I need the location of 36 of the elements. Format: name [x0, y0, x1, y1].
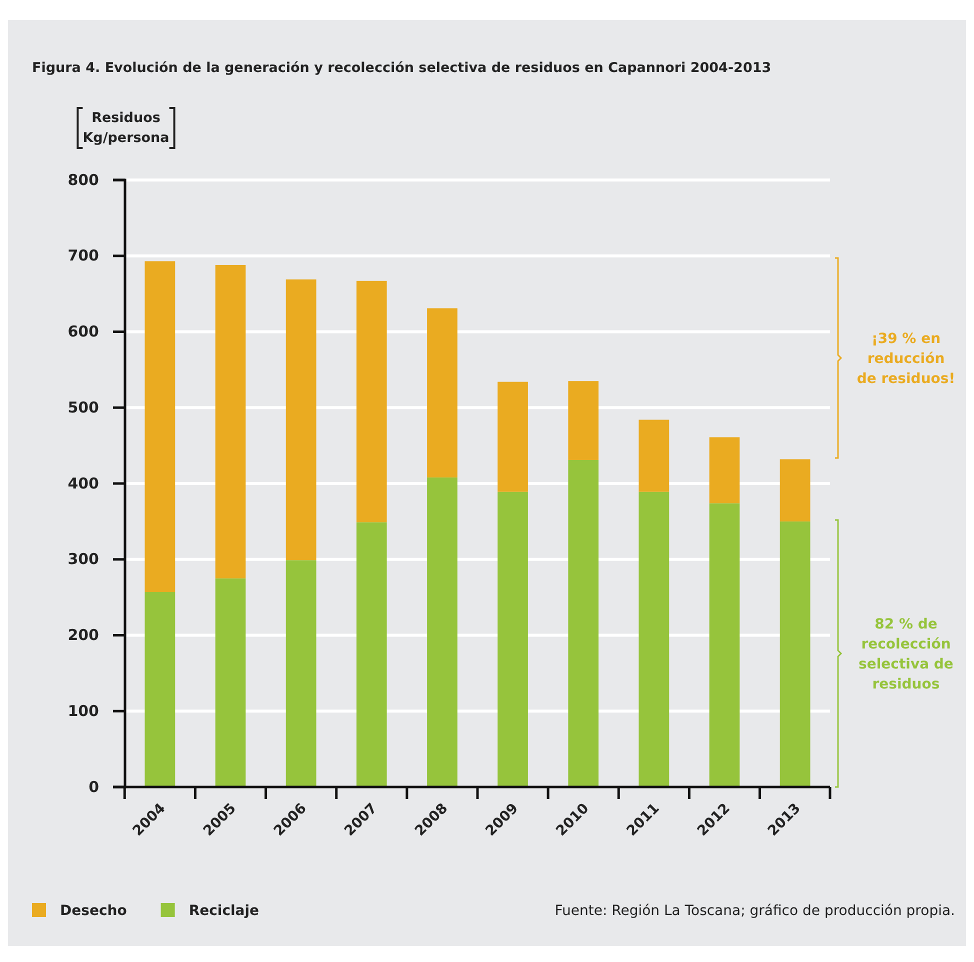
bar — [638, 420, 670, 492]
y-tick-label: 600 — [68, 322, 99, 341]
y-tick-label: 300 — [68, 550, 99, 568]
legend-label: Reciclaje — [188, 903, 260, 919]
bar — [498, 382, 528, 492]
bar — [356, 522, 387, 787]
y-tick-label: 100 — [68, 702, 99, 720]
bar — [144, 261, 176, 592]
bar — [215, 578, 246, 787]
y-tick-label: 500 — [68, 398, 99, 416]
y-tick-label: 400 — [68, 474, 99, 492]
bar — [286, 279, 316, 560]
bar — [638, 492, 670, 787]
y-tick-label: 200 — [68, 626, 99, 644]
bar — [709, 437, 740, 504]
bar — [427, 477, 458, 787]
bar — [568, 460, 599, 787]
bar — [780, 521, 810, 787]
bar — [427, 308, 458, 478]
source-note: Fuente: Región La Toscana; gráfico de producción propia. — [554, 903, 955, 919]
y-axis-title: Residuos Kg/persona — [82, 110, 170, 146]
text: 82 % de recolección selectiva de residuos — [858, 616, 954, 692]
bar — [215, 264, 246, 578]
bar — [356, 280, 387, 522]
y-tick-label: 700 — [68, 246, 99, 265]
text: ¡39 % en reducción de residuos! — [856, 331, 956, 387]
bar — [780, 459, 810, 522]
y-tick-label: 0 — [88, 778, 99, 796]
bar — [709, 503, 740, 787]
bar — [144, 592, 176, 787]
chart-title: Figura 4. Evolución de la generación y recolección selectiva de residuos en Capannori 2004-2013 — [32, 60, 772, 76]
legend-label: Desecho — [60, 903, 128, 919]
bar — [568, 381, 599, 460]
bar — [498, 492, 528, 787]
bar — [286, 560, 316, 787]
y-tick-label: 800 — [68, 170, 99, 189]
